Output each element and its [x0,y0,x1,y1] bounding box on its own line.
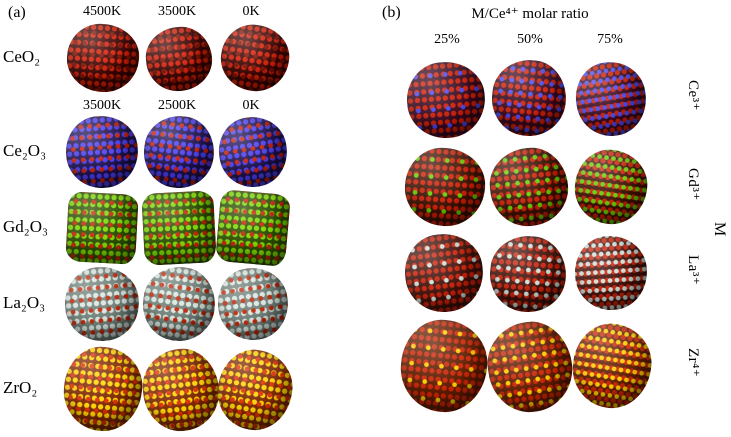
nanoparticle-gd3-75 [570,145,652,229]
ratio-header-25: 25% [434,32,460,47]
nanoparticle-la2o3-col1 [61,263,143,345]
nanoparticle-gd2o3-col1 [65,191,139,265]
nanoparticle-ce2o3-2500k [139,112,219,192]
panel-b-title: M/Ce⁴⁺ molar ratio [471,6,589,22]
nanoparticle-gd3-50 [486,144,572,230]
row-label-ceo2: CeO₂ [3,47,41,66]
temp-header-a1-3500k: 3500K [157,4,197,19]
row-label-la2o3: La₂O₃ [3,293,46,312]
nanoparticle-zro2-col1 [59,343,147,435]
nanoparticle-gd3-25 [402,145,488,229]
ratio-header-75: 75% [597,32,623,47]
temp-header-a2-2500k: 2500K [157,98,197,113]
nanoparticle-la2o3-col2 [138,262,220,346]
nanoparticle-zro2-col2 [138,344,224,436]
ratio-header-50: 50% [517,32,543,47]
temp-header-a2-3500k: 3500K [82,98,122,113]
nanoparticle-ce2o3-3500k [63,113,141,191]
nanoparticle-ceo2-0k [216,20,294,96]
nanoparticle-zro2-col3 [211,344,299,436]
temp-header-a2-0k: 0K [242,98,260,113]
nanoparticle-zr4-75 [566,318,658,414]
nanoparticle-zr4-50 [482,316,578,418]
nanoparticle-ce3-25 [403,58,489,142]
nanoparticle-ceo2-4500k [64,21,142,95]
panel-a-label: (a) [8,4,26,21]
nanoparticle-ce3-75 [570,56,652,142]
row-label-ce3: Ce³⁺ [685,80,701,112]
nanoparticle-la3-50 [486,232,570,316]
panel-b-label: (b) [382,4,401,21]
temp-header-a1-0k: 0K [242,4,260,19]
nanoparticle-zr4-25 [396,315,492,417]
nanoparticle-la3-75 [572,233,650,313]
row-label-gd3: Gd³⁺ [685,168,701,201]
axis-label-m: M [711,222,728,237]
nanoparticle-gd2o3-col2 [141,190,217,266]
row-label-gd2o3: Gd₂O₃ [3,217,48,236]
nanoparticle-la3-25 [400,229,488,317]
nanoparticle-la2o3-col3 [213,263,293,345]
nanoparticle-ce2o3-0k [213,112,293,192]
row-label-la3: La³⁺ [685,255,701,286]
row-label-zr4: Zr⁴⁺ [685,348,701,378]
nanoparticle-ceo2-3500k [142,23,216,95]
temp-header-a1-4500k: 4500K [82,4,122,19]
nanoparticle-gd2o3-col3 [214,189,292,267]
row-label-zro2: ZrO₂ [3,378,38,397]
row-label-ce2o3: Ce₂O₃ [3,141,47,160]
nanoparticle-ce3-50 [488,56,570,140]
